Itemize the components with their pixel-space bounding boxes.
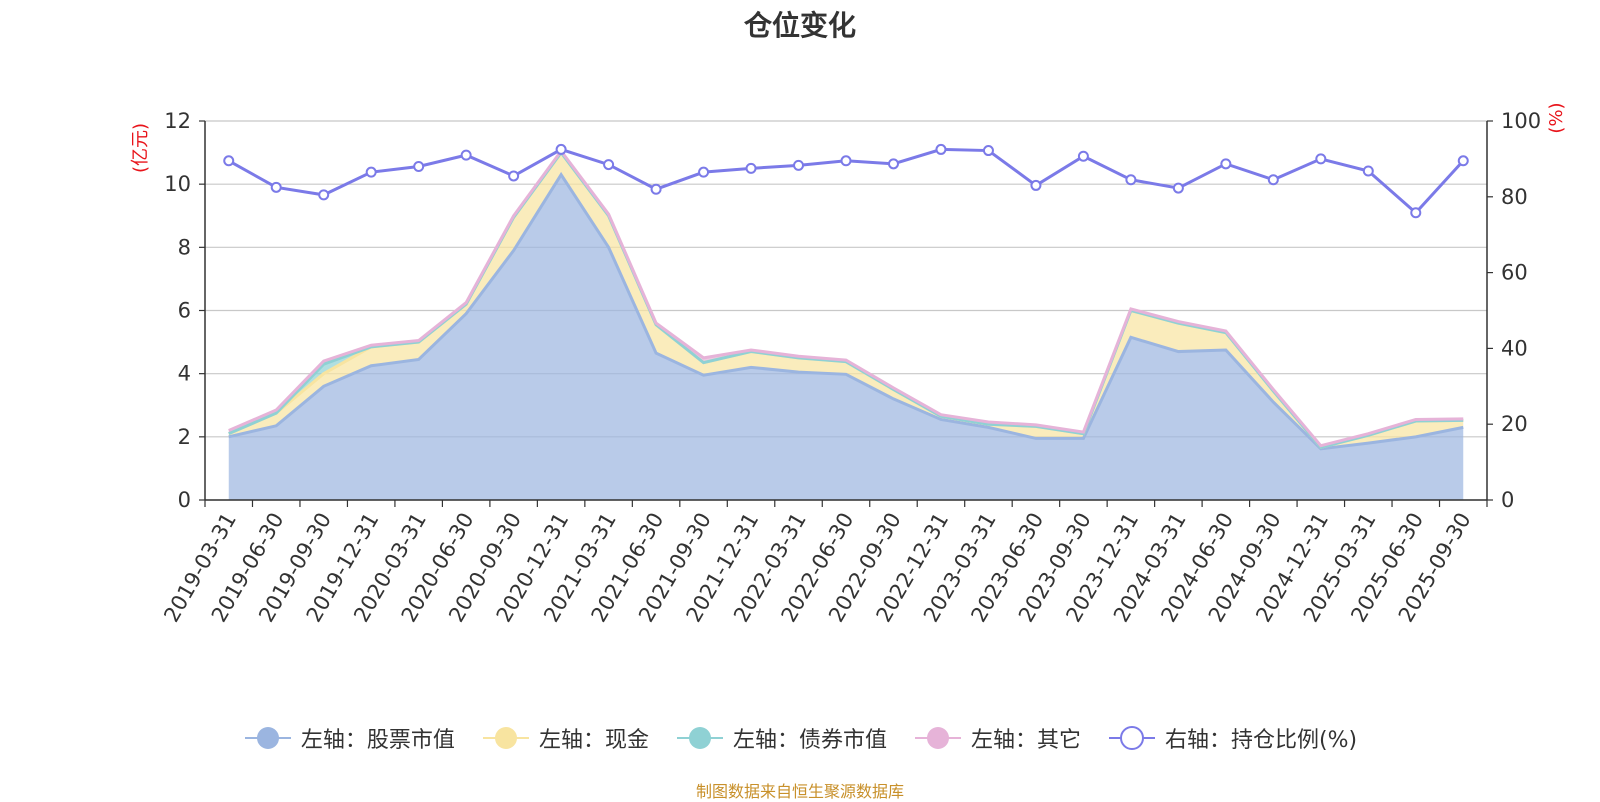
left-tick-label: 6 <box>178 299 191 323</box>
ratio-point <box>1077 150 1089 162</box>
ratio-point <box>840 155 852 167</box>
legend: 左轴：股票市值 左轴：现金 左轴：债券市值 左轴：其它 右轴：持仓比例(%) <box>0 722 1600 754</box>
ratio-point <box>1410 207 1422 219</box>
legend-marker-icon <box>1108 726 1155 750</box>
ratio-point <box>318 189 330 201</box>
right-tick-label: 20 <box>1501 412 1528 436</box>
legend-item[interactable]: 左轴：现金 <box>481 722 649 754</box>
legend-label: 右轴：持仓比例(%) <box>1164 728 1358 753</box>
legend-label: 左轴：债券市值 <box>732 728 887 753</box>
ratio-point <box>555 143 567 155</box>
area-line-左轴：其它 <box>228 148 1464 448</box>
chart-title: 仓位变化 <box>743 9 856 42</box>
ratio-point <box>1172 182 1184 194</box>
ratio-line <box>223 143 1469 219</box>
stacked-areas <box>228 148 1464 501</box>
legend-label: 左轴：现金 <box>538 728 649 753</box>
right-axis-unit-label: (%) <box>1546 102 1567 133</box>
ratio-point <box>365 166 377 178</box>
right-tick-label: 100 <box>1501 109 1541 133</box>
area-line-左轴：股票市值 <box>228 171 1464 451</box>
ratio-point <box>1220 158 1232 170</box>
area-左轴：股票市值 <box>228 174 1464 501</box>
ratio-point <box>603 159 615 171</box>
ratio-point <box>270 181 282 193</box>
left-tick-label: 10 <box>164 172 191 196</box>
ratio-point <box>698 166 710 178</box>
ratio-point <box>508 170 520 182</box>
ratio-point <box>1125 174 1137 186</box>
legend-marker-icon <box>482 727 529 749</box>
ratio-point <box>1457 155 1469 167</box>
ratio-point <box>887 158 899 170</box>
right-tick-label: 0 <box>1501 488 1514 512</box>
ratio-point <box>223 155 235 167</box>
ratio-point <box>460 149 472 161</box>
chart-canvas: 0246810120204060801002019-03-312019-06-3… <box>130 102 1567 626</box>
legend-marker-icon <box>914 727 961 749</box>
legend-label: 左轴：股票市值 <box>300 728 455 753</box>
legend-item[interactable]: 右轴：持仓比例(%) <box>1107 722 1357 754</box>
ratio-point <box>413 160 425 172</box>
right-tick-label: 60 <box>1501 261 1528 285</box>
legend-marker-icon <box>244 727 291 749</box>
legend-item[interactable]: 左轴：股票市值 <box>243 722 455 754</box>
left-tick-label: 8 <box>178 235 191 259</box>
ratio-point <box>650 183 662 195</box>
legend-item[interactable]: 左轴：其它 <box>913 722 1081 754</box>
ratio-point <box>935 143 947 155</box>
legend-marker-icon <box>676 727 723 749</box>
ratio-point <box>1315 153 1327 165</box>
right-tick-label: 80 <box>1501 185 1528 209</box>
legend-label: 左轴：其它 <box>970 728 1081 753</box>
left-tick-label: 2 <box>178 425 191 449</box>
left-axis-unit-label: (亿元) <box>130 123 151 173</box>
ratio-point <box>982 145 994 157</box>
ratio-point <box>1267 174 1279 186</box>
left-tick-label: 4 <box>178 362 191 386</box>
ratio-point <box>745 162 757 174</box>
ratio-point <box>1030 179 1042 191</box>
legend-item[interactable]: 左轴：债券市值 <box>675 722 887 754</box>
right-tick-label: 40 <box>1501 336 1528 360</box>
left-tick-label: 12 <box>164 109 191 133</box>
left-tick-label: 0 <box>178 488 191 512</box>
ratio-point <box>1362 165 1374 177</box>
ratio-point <box>793 159 805 171</box>
source-note: 制图数据来自恒生聚源数据库 <box>695 782 904 801</box>
